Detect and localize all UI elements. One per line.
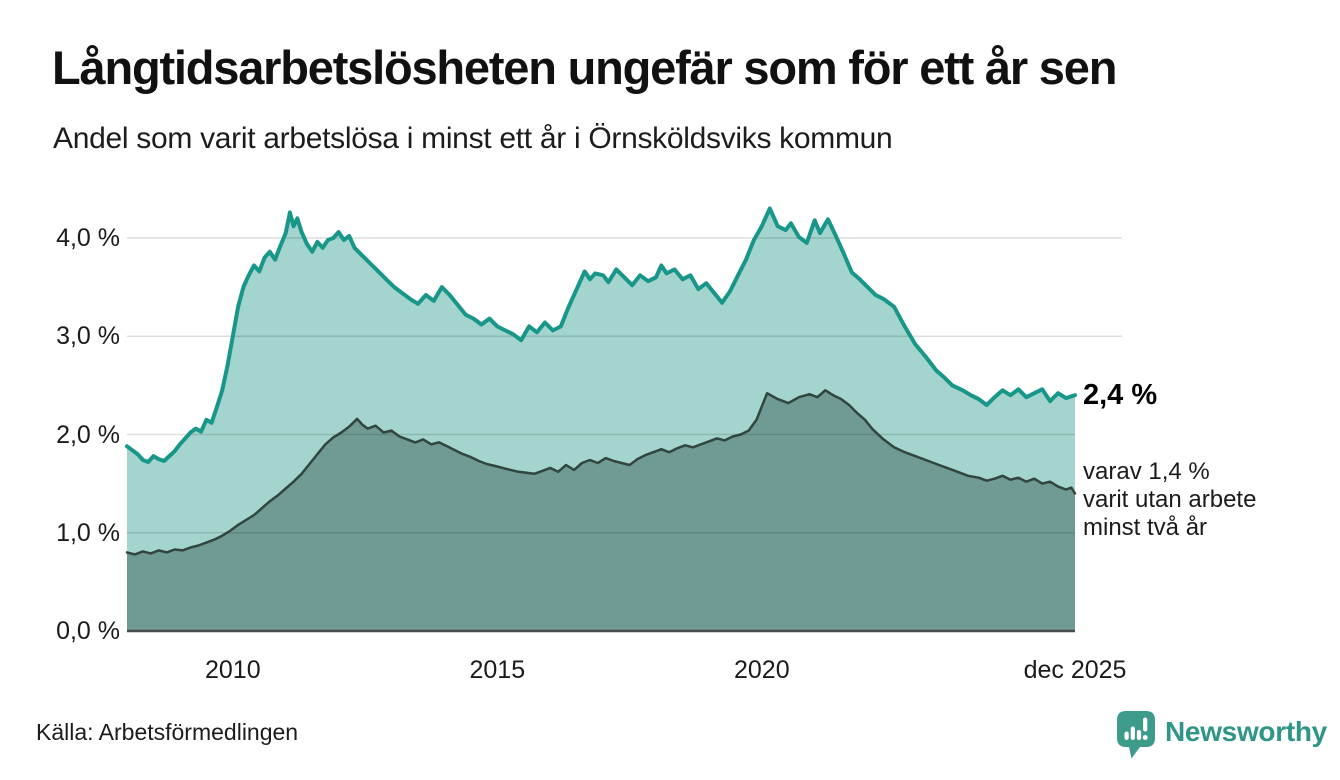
series-line-1 [125, 389, 1077, 556]
series-area-1 [127, 390, 1075, 631]
x-tick-label: 2020 [734, 656, 790, 684]
x-tick-label: dec 2025 [1023, 656, 1127, 684]
x-tick-label: 2010 [204, 656, 261, 684]
x-tick-label: 2015 [469, 656, 526, 684]
page-subtitle: Andel som varit arbetslösa i minst ett å… [53, 122, 893, 155]
secondary-series-annotation: varav 1,4 % varit utan arbete minst två … [1083, 458, 1256, 542]
newsworthy-bubble-chart-icon [1117, 711, 1155, 759]
source-attribution: Källa: Arbetsförmedlingen [36, 719, 299, 745]
y-tick-label: 4,0 % [56, 224, 120, 252]
series-line-0 [125, 206, 1077, 464]
gridlines [127, 237, 1122, 534]
annotation-line: varit utan arbete [1083, 486, 1257, 513]
annotation-line: varav 1,4 % [1083, 458, 1210, 485]
end-value-label: 2,4 % [1083, 379, 1158, 411]
y-tick-label: 2,0 % [56, 420, 120, 449]
page-title: Långtidsarbetslösheten ungefär som för e… [52, 41, 1117, 94]
y-tick-label: 0,0 % [56, 617, 120, 645]
series-lines [125, 206, 1077, 556]
annotation-line: minst två år [1083, 514, 1208, 541]
area-fills [127, 208, 1075, 631]
newsworthy-wordmark: Newsworthy [1165, 716, 1327, 747]
y-tick-label: 3,0 % [56, 322, 120, 351]
y-tick-label: 1,0 % [56, 518, 120, 547]
newsworthy-logo[interactable]: Newsworthy [1115, 709, 1327, 761]
